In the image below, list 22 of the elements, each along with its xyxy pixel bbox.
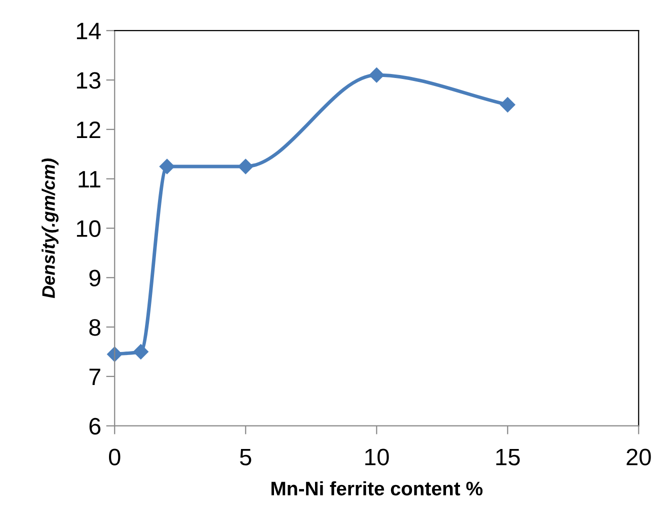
y-axis-title: Density(.gm/cm) (42, 158, 59, 298)
point (500, 97, 516, 112)
point (369, 67, 384, 83)
x-tick-label: 0 (108, 448, 120, 466)
x-tick-label: 5 (240, 448, 252, 466)
y-tick-label: 7 (90, 368, 100, 385)
y-tick-label: 9 (89, 270, 100, 286)
x-tick-label: 10 (365, 448, 389, 466)
x-axis-title: Mn-Ni ferrite content % (272, 481, 483, 496)
y-tick-label: 6 (90, 418, 100, 435)
x-tick-label: 20 (626, 448, 651, 466)
y-tick-label: 10 (76, 220, 101, 238)
point (133, 344, 148, 360)
point (238, 158, 254, 174)
x-tick-label: 15 (496, 448, 520, 466)
point (107, 346, 122, 362)
y-tick-label: 11 (78, 171, 100, 188)
y-tick-label: 8 (89, 319, 100, 336)
y-tick-label: 14 (76, 22, 101, 40)
point (159, 158, 175, 174)
y-tick-label: 12 (76, 121, 100, 138)
y-tick-label: 13 (76, 72, 100, 89)
